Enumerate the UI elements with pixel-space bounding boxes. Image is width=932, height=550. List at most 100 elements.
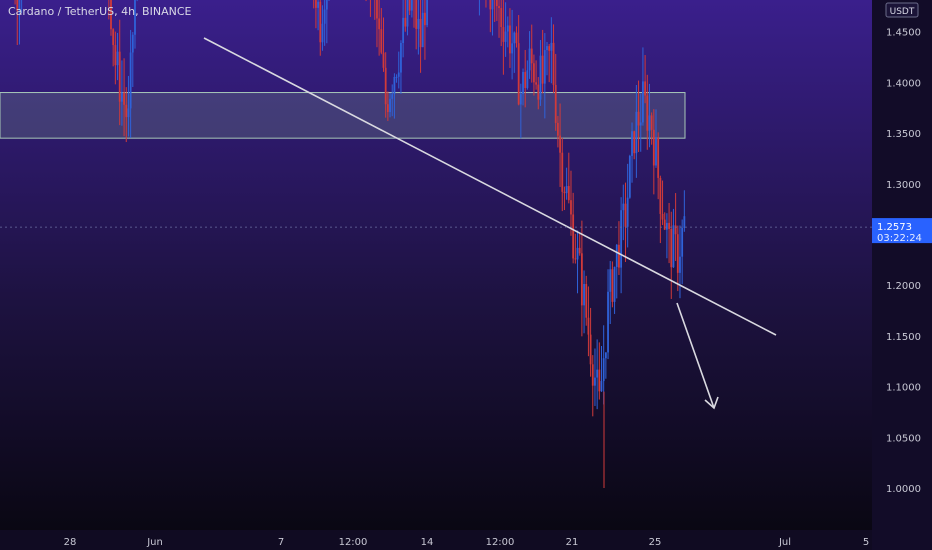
candle-body bbox=[624, 203, 627, 227]
candle-body bbox=[580, 253, 583, 306]
candle-body bbox=[631, 131, 633, 156]
y-axis-bar bbox=[872, 0, 932, 550]
candle-body bbox=[546, 46, 548, 51]
candle-body bbox=[528, 48, 531, 71]
candle-body bbox=[639, 122, 642, 126]
x-tick-label: 12:00 bbox=[339, 537, 368, 548]
candle-body bbox=[393, 76, 396, 95]
y-tick-label: 1.1500 bbox=[886, 332, 921, 343]
candle-body bbox=[526, 70, 529, 88]
y-tick-label: 1.0500 bbox=[886, 433, 921, 444]
candle-body bbox=[655, 137, 657, 166]
candle-body bbox=[644, 81, 646, 96]
candle-body bbox=[402, 17, 405, 44]
currency-tag bbox=[885, 2, 919, 18]
candle-body bbox=[622, 203, 625, 211]
x-tick-label: Jul bbox=[778, 537, 791, 548]
candle-body bbox=[382, 52, 385, 68]
candle-body bbox=[319, 1, 322, 43]
x-tick-label: 12:00 bbox=[486, 537, 515, 548]
candle-body bbox=[415, 0, 418, 29]
price-tag-countdown: 03:22:24 bbox=[877, 233, 922, 244]
candle-body bbox=[386, 104, 389, 113]
candle-body bbox=[426, 0, 428, 26]
trendline[interactable] bbox=[203, 37, 777, 336]
candle-body bbox=[495, 0, 498, 7]
candle-body bbox=[650, 115, 653, 130]
candle-body bbox=[557, 122, 559, 136]
candle-body bbox=[604, 352, 607, 359]
candle-body bbox=[522, 71, 524, 95]
candle-body bbox=[652, 129, 655, 166]
candle-body bbox=[127, 108, 130, 118]
candle-body bbox=[537, 84, 540, 100]
candle-body bbox=[635, 111, 638, 154]
y-tick-label: 1.1000 bbox=[886, 383, 921, 394]
candle-body bbox=[118, 51, 121, 102]
candle-body bbox=[134, 0, 136, 35]
projection-arrow[interactable] bbox=[676, 302, 715, 409]
candle-body bbox=[315, 0, 317, 8]
candle-body bbox=[661, 213, 664, 220]
candle-body bbox=[419, 18, 422, 48]
candle-body bbox=[404, 17, 407, 27]
candle-body bbox=[611, 269, 614, 302]
candle-body bbox=[517, 43, 520, 105]
candle-body bbox=[567, 186, 570, 201]
candle-body bbox=[674, 225, 677, 235]
candle-body bbox=[633, 131, 636, 154]
candle-body bbox=[317, 1, 319, 8]
x-tick-label: 7 bbox=[278, 537, 284, 548]
candle-body bbox=[626, 197, 629, 227]
candle-body bbox=[410, 0, 413, 11]
candle-body bbox=[519, 94, 522, 105]
candle-body bbox=[618, 244, 620, 268]
candle-body bbox=[511, 43, 514, 54]
candle-body bbox=[123, 92, 125, 105]
candle-body bbox=[397, 72, 400, 77]
candle-body bbox=[628, 155, 631, 198]
candle-body bbox=[602, 358, 605, 382]
candle-body bbox=[598, 369, 601, 392]
candle-body bbox=[400, 43, 402, 73]
candle-body bbox=[406, 0, 409, 27]
candle-body bbox=[659, 177, 662, 214]
x-tick-label: 25 bbox=[649, 537, 662, 548]
candle-body bbox=[666, 222, 668, 230]
y-tick-label: 1.2000 bbox=[886, 281, 921, 292]
candle-body bbox=[637, 111, 640, 126]
support-zone[interactable] bbox=[0, 92, 686, 139]
candle-body bbox=[378, 18, 381, 30]
candle-body bbox=[642, 81, 644, 123]
candle-body bbox=[504, 31, 507, 42]
candle-body bbox=[513, 32, 516, 44]
candle-body bbox=[615, 244, 618, 267]
candle-body bbox=[548, 46, 551, 51]
projection-arrow-head bbox=[704, 396, 719, 410]
candle-body bbox=[114, 45, 117, 66]
candle-body bbox=[500, 8, 503, 28]
candle-body bbox=[325, 0, 328, 10]
candle-body bbox=[535, 82, 537, 85]
x-tick-label: 28 bbox=[64, 537, 77, 548]
candle-body bbox=[506, 25, 509, 32]
y-tick-label: 1.4500 bbox=[886, 28, 921, 39]
candle-body bbox=[585, 284, 588, 318]
price-tag-value: 1.2573 bbox=[877, 222, 912, 233]
candle-body bbox=[116, 51, 119, 66]
candle-body bbox=[613, 266, 616, 302]
x-tick-label: 14 bbox=[421, 537, 434, 548]
candle-body bbox=[668, 222, 670, 229]
candle-body bbox=[565, 186, 568, 194]
candle-body bbox=[424, 12, 426, 26]
candle-body bbox=[376, 0, 378, 19]
candle-body bbox=[18, 0, 21, 11]
candle-body bbox=[112, 29, 115, 46]
candle-body bbox=[663, 219, 666, 230]
y-tick-label: 1.4000 bbox=[886, 78, 921, 89]
candle-body bbox=[391, 94, 394, 99]
candle-body bbox=[539, 55, 542, 100]
candle-body bbox=[321, 23, 324, 43]
